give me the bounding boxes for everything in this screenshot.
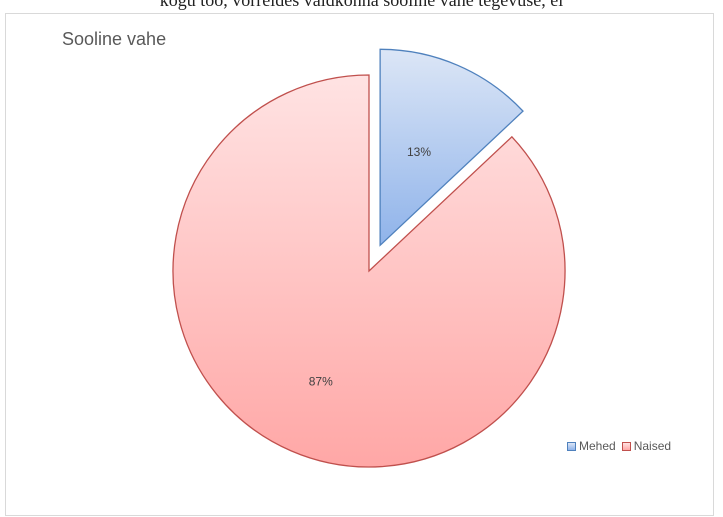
legend-swatch-naised <box>621 441 631 451</box>
pie-slice-naised <box>172 74 566 468</box>
chart-legend: Mehed Naised <box>567 439 671 453</box>
pie-slices <box>172 48 566 468</box>
legend-label-naised: Naised <box>633 439 672 453</box>
top-caption-text: kogu töö, võrreldes valdkonna sooline va… <box>159 0 564 10</box>
legend-label-mehed: Mehed <box>579 439 616 453</box>
pie-labels: 13% 87% <box>309 145 432 389</box>
slice-label-naised: 87% <box>309 375 333 389</box>
legend-item-naised: Naised <box>621 439 672 453</box>
top-caption-cropped: kogu töö, võrreldes valdkonna sooline va… <box>0 0 723 12</box>
chart-title: Sooline vahe <box>62 29 167 49</box>
legend-item-mehed: Mehed <box>567 439 616 453</box>
legend-swatch-mehed <box>567 441 576 451</box>
slice-label-mehed: 13% <box>407 145 431 159</box>
pie-slice-mehed <box>379 48 524 247</box>
